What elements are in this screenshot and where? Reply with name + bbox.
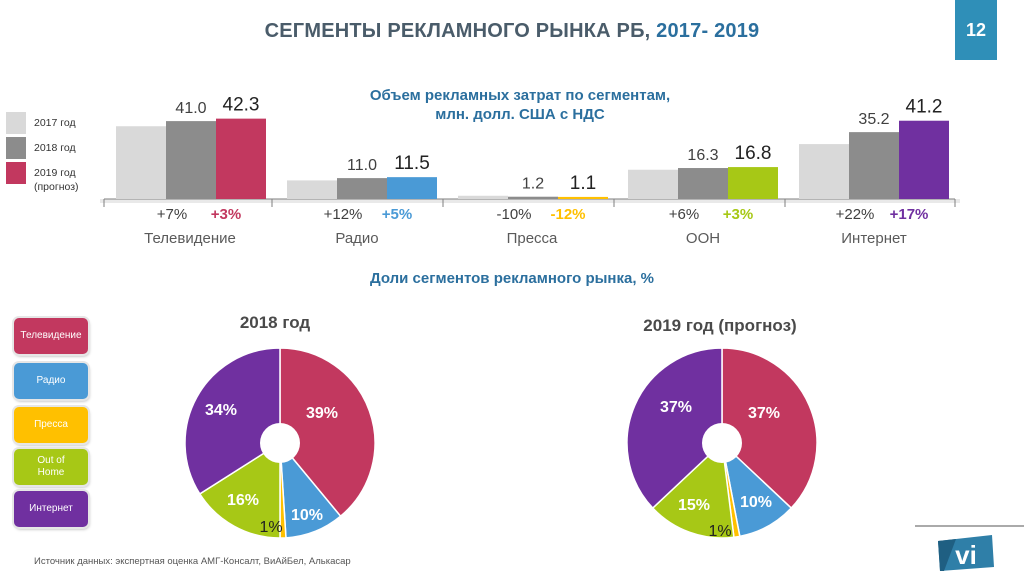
legend-label-2019: 2019 год (прогноз) (34, 167, 79, 193)
category-label: Пресса (507, 230, 558, 247)
bar-value-label: 35.2 (858, 111, 889, 128)
pie-label: 10% (291, 507, 323, 524)
growth-2019-label: +3% (723, 206, 753, 223)
category-label: Интернет (841, 230, 907, 247)
category-label: Радио (335, 230, 378, 247)
bar-value-label: 16.8 (735, 143, 772, 164)
bar-value-label: 42.3 (223, 95, 260, 116)
vi-logo-text: vi (955, 540, 977, 570)
growth-2019-label: -12% (550, 206, 585, 223)
bar-value-label: 11.0 (347, 157, 377, 174)
legend-swatch-2018 (6, 137, 26, 159)
bar-0-1 (166, 121, 216, 199)
category-label: Телевидение (144, 230, 236, 247)
bar-chart-title-line1: Объем рекламных затрат по сегментам, (369, 87, 671, 104)
title-years: 2017- 2019 (656, 20, 760, 42)
pie-label: 15% (678, 497, 710, 514)
bar-chart-title-line2: млн. долл. США с НДС (435, 106, 605, 123)
bar-3-0 (628, 169, 678, 199)
pie-label: 1% (708, 523, 731, 540)
segment-legend-internet: Интернет (14, 491, 88, 527)
growth-2018-label: +22% (836, 206, 875, 223)
bar-2-1 (508, 196, 558, 199)
pie-2019-title: 2019 год (прогноз) (643, 316, 797, 335)
growth-2019-label: +17% (890, 206, 929, 223)
legend-swatch-2019 (6, 162, 26, 184)
vi-logo: vi (938, 535, 994, 571)
source-note: Источник данных: экспертная оценка АМГ-К… (34, 556, 351, 567)
pie-label: 39% (306, 405, 338, 422)
title-main: СЕГМЕНТЫ РЕКЛАМНОГО РЫНКА РБ, (264, 20, 657, 42)
pie-2018-title: 2018 год (239, 313, 311, 332)
bar-chart: 41.0 42.3 +7% +3% Телевидение 11.0 11.5 +12% +5%… (100, 95, 960, 247)
bar-value-label: 11.5 (394, 153, 430, 174)
pie-hole (260, 423, 300, 463)
segment-legend-radio: Радио (14, 363, 88, 399)
pie-slice-0 (721, 347, 818, 510)
category-label: ООН (686, 230, 720, 247)
segment-legend-tv: Телевидение (14, 318, 88, 354)
pie-slice-4 (626, 347, 723, 510)
bar-value-label: 41.0 (175, 100, 206, 117)
legend-item-2017: 2017 год (6, 112, 126, 142)
legend-label-2017: 2017 год (34, 117, 76, 129)
segment-legend-ooh: Out of Home (14, 449, 88, 485)
bar-2-2 (558, 196, 608, 199)
bar-4-0 (799, 144, 849, 199)
pie-label: 37% (660, 399, 692, 416)
bar-chart-title: Объем рекламных затрат по сегментам, млн… (305, 86, 735, 124)
bar-2-0 (458, 195, 508, 199)
bar-4-2 (899, 120, 949, 199)
pie-chart-2018: 39% 10% 1%16% 34% (184, 347, 376, 539)
pie-slice-3 (651, 441, 735, 539)
growth-2018-label: -10% (496, 206, 531, 223)
growth-2018-label: +12% (324, 206, 363, 223)
segment-legend-press: Пресса (14, 407, 88, 443)
bar-baseline-shadow (100, 199, 960, 203)
growth-2019-label: +3% (211, 206, 241, 223)
legend-item-2018: 2018 год (6, 137, 126, 167)
footer-line (915, 525, 1024, 527)
growth-2018-label: +6% (669, 206, 699, 223)
pie-label: 37% (748, 405, 780, 422)
bar-value-label: 1.2 (522, 176, 544, 193)
bar-3-2 (728, 167, 778, 199)
legend-swatch-2017 (6, 112, 26, 134)
bar-1-0 (287, 180, 337, 199)
bar-value-label: 16.3 (687, 147, 718, 164)
pie-hole (702, 423, 742, 463)
legend-label-2018: 2018 год (34, 142, 76, 154)
pie-slice-3 (198, 441, 281, 539)
bar-0-0 (116, 126, 166, 199)
bar-1-2 (387, 177, 437, 199)
bar-3-1 (678, 168, 728, 199)
bar-value-label: 41.2 (906, 97, 943, 118)
pie-slice-0 (279, 347, 376, 518)
page-number: 12 (955, 0, 997, 60)
pie-slice-4 (184, 347, 281, 495)
bar-value-label: 1.1 (570, 173, 596, 194)
growth-2019-label: +5% (382, 206, 412, 223)
growth-2018-label: +7% (157, 206, 187, 223)
bar-4-1 (849, 132, 899, 199)
bar-1-1 (337, 178, 387, 199)
pie-section-title: Доли сегментов рекламного рынка, % (369, 270, 655, 287)
pie-chart-2019: 37% 10% 1% 15% 37% (626, 347, 818, 540)
bar-0-2 (216, 118, 266, 199)
legend-item-2019: 2019 год (прогноз) (6, 162, 126, 193)
pie-label: 10% (740, 494, 772, 511)
pie-label: 16% (227, 492, 259, 509)
page-title: СЕГМЕНТЫ РЕКЛАМНОГО РЫНКА РБ, 2017- 2019 (0, 20, 1024, 43)
pie-label: 1% (259, 519, 282, 536)
pie-label: 34% (205, 402, 237, 419)
